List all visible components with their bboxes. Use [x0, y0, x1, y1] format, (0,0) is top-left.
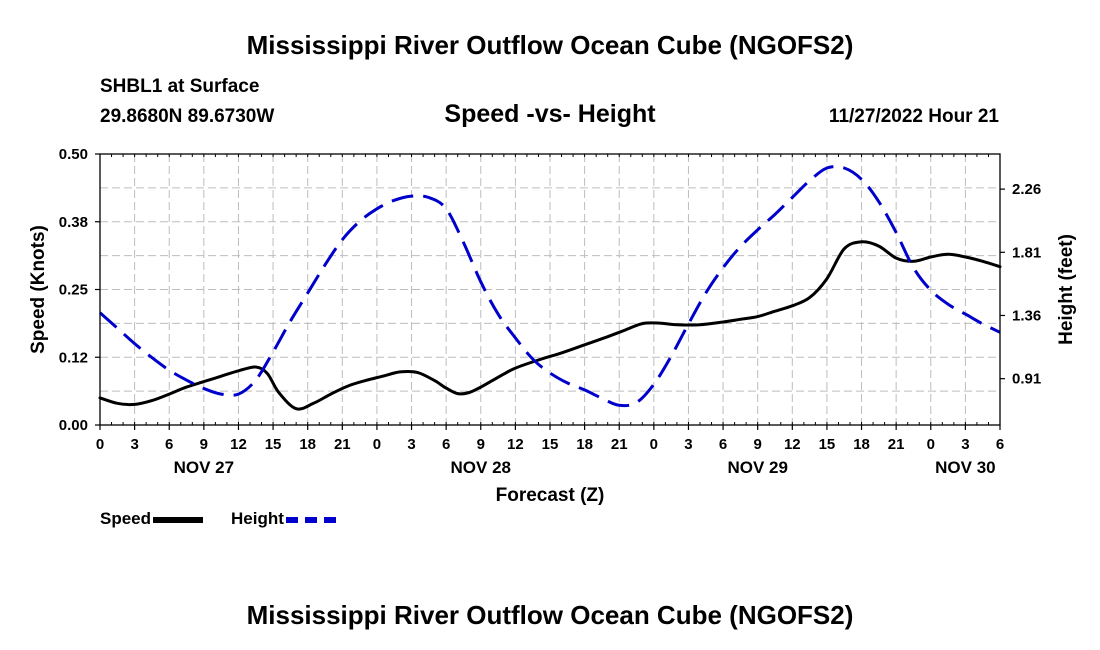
x-tick-label: 3 — [961, 436, 969, 453]
x-tick-label: 21 — [334, 436, 351, 453]
y-axis-title-right: Height (feet) — [1056, 234, 1077, 345]
x-tick-label: 9 — [477, 436, 485, 453]
date-label: NOV 30 — [935, 458, 995, 477]
series-line-speed — [98, 240, 1002, 411]
y-axis-title-left: Speed (Knots) — [28, 225, 49, 354]
y-tick-label-right: 2.26 — [1012, 181, 1041, 198]
repeated-chart-title: Mississippi River Outflow Ocean Cube (NG… — [246, 600, 854, 630]
x-tick-label: 9 — [200, 436, 208, 453]
x-tick-label: 3 — [684, 436, 692, 453]
chart-main-title: Mississippi River Outflow Ocean Cube (NG… — [246, 30, 854, 60]
x-tick-label: 6 — [719, 436, 727, 453]
x-tick-label: 0 — [373, 436, 381, 453]
axis-ticks — [95, 153, 1005, 430]
grid — [99, 154, 1001, 425]
legend-speed-label: Speed — [100, 509, 152, 528]
date-label: NOV 28 — [451, 458, 511, 477]
x-tick-label: 21 — [611, 436, 628, 453]
y-tick-label-left: 0.25 — [59, 282, 88, 299]
y-tick-label-left: 0.50 — [59, 146, 88, 163]
x-tick-label: 6 — [442, 436, 450, 453]
x-tick-label: 18 — [853, 436, 870, 453]
date-label: NOV 29 — [727, 458, 787, 477]
date-label: NOV 27 — [174, 458, 234, 477]
x-tick-label: 18 — [299, 436, 316, 453]
station-label: SHBL1 at Surface — [100, 76, 260, 97]
y-tick-label-left: 0.12 — [59, 349, 88, 366]
x-tick-label: 15 — [265, 436, 282, 453]
x-tick-label: 12 — [784, 436, 801, 453]
forecast-datetime: 11/27/2022 Hour 21 — [828, 106, 999, 127]
x-tick-label: 3 — [407, 436, 415, 453]
legend-speed-swatch — [153, 516, 204, 523]
axis-labels: 0 3 6 9 12 15 18 21 0 3 6 9 12 15 18 21 0 3 6 9 12 15 18 21 0 3 6N… — [59, 146, 1041, 477]
x-tick-label: 6 — [165, 436, 173, 453]
x-tick-label: 6 — [996, 436, 1004, 453]
x-tick-label: 15 — [542, 436, 559, 453]
x-tick-label: 0 — [96, 436, 104, 453]
y-tick-label-right: 1.36 — [1012, 307, 1041, 324]
x-tick-label: 0 — [927, 436, 935, 453]
x-axis-title: Forecast (Z) — [496, 485, 605, 506]
y-tick-label-right: 1.81 — [1012, 244, 1041, 261]
x-tick-label: 18 — [576, 436, 593, 453]
x-tick-label: 3 — [130, 436, 138, 453]
legend-height: Height — [231, 509, 336, 529]
series-layer — [98, 165, 1002, 411]
y-tick-label-left: 0.00 — [59, 417, 88, 434]
y-tick-label-right: 0.91 — [1012, 371, 1041, 388]
x-tick-label: 9 — [754, 436, 762, 453]
legend-height-swatch — [285, 516, 336, 523]
x-tick-label: 21 — [888, 436, 905, 453]
series-line-height — [99, 165, 1001, 408]
chart-subtitle: Speed -vs- Height — [444, 100, 656, 128]
legend-speed: Speed — [100, 509, 204, 529]
station-coordinates: 29.8680N 89.6730W — [100, 106, 275, 127]
y-tick-label-left: 0.38 — [59, 214, 88, 231]
x-tick-label: 12 — [507, 436, 524, 453]
x-tick-label: 0 — [650, 436, 658, 453]
x-tick-label: 15 — [819, 436, 836, 453]
legend-height-label: Height — [231, 509, 284, 528]
x-tick-label: 12 — [230, 436, 247, 453]
